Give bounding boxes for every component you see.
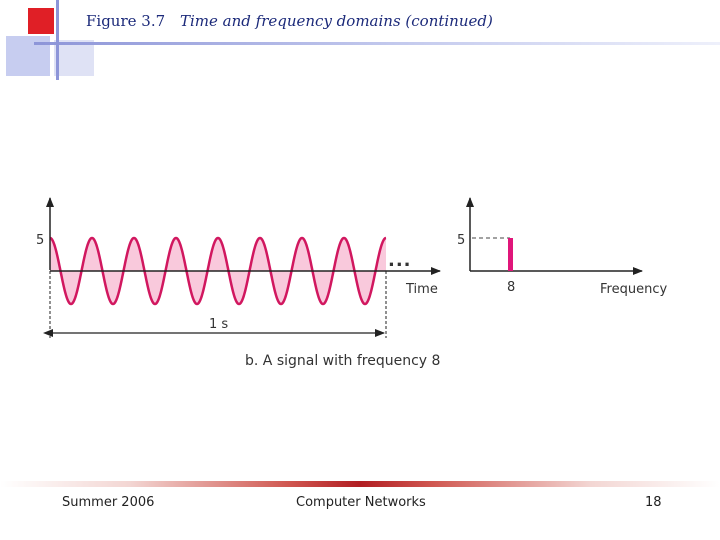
footer-course: Computer Networks xyxy=(296,495,426,510)
time-axis-label: Time xyxy=(405,282,438,297)
figure-caption: b. A signal with frequency 8 xyxy=(245,353,440,369)
decor-light-blue-square xyxy=(54,40,94,76)
frequency-domain-plot: 5 8 Frequency xyxy=(457,197,667,297)
frequency-tick-label: 8 xyxy=(507,280,515,295)
duration-label: 1 s xyxy=(209,317,228,332)
footer-date: Summer 2006 xyxy=(62,495,155,510)
frequency-bar xyxy=(508,238,513,271)
title-vertical-rule xyxy=(56,0,59,80)
decor-red-square xyxy=(28,8,54,34)
footer-rule xyxy=(0,481,720,487)
frequency-axis-label: Frequency xyxy=(600,282,667,297)
title-rule xyxy=(34,42,720,45)
page-number: 18 xyxy=(645,495,662,510)
sine-wave xyxy=(49,236,387,306)
frequency-amplitude-tick: 5 xyxy=(457,233,465,248)
figure-label: Figure 3.7 xyxy=(86,12,166,30)
time-amplitude-tick: 5 xyxy=(36,233,44,248)
figure-title: Time and frequency domains (continued) xyxy=(180,12,493,30)
time-domain-plot: 5 Time 1 s ... xyxy=(36,197,441,338)
continuation-ellipsis: ... xyxy=(388,250,412,271)
